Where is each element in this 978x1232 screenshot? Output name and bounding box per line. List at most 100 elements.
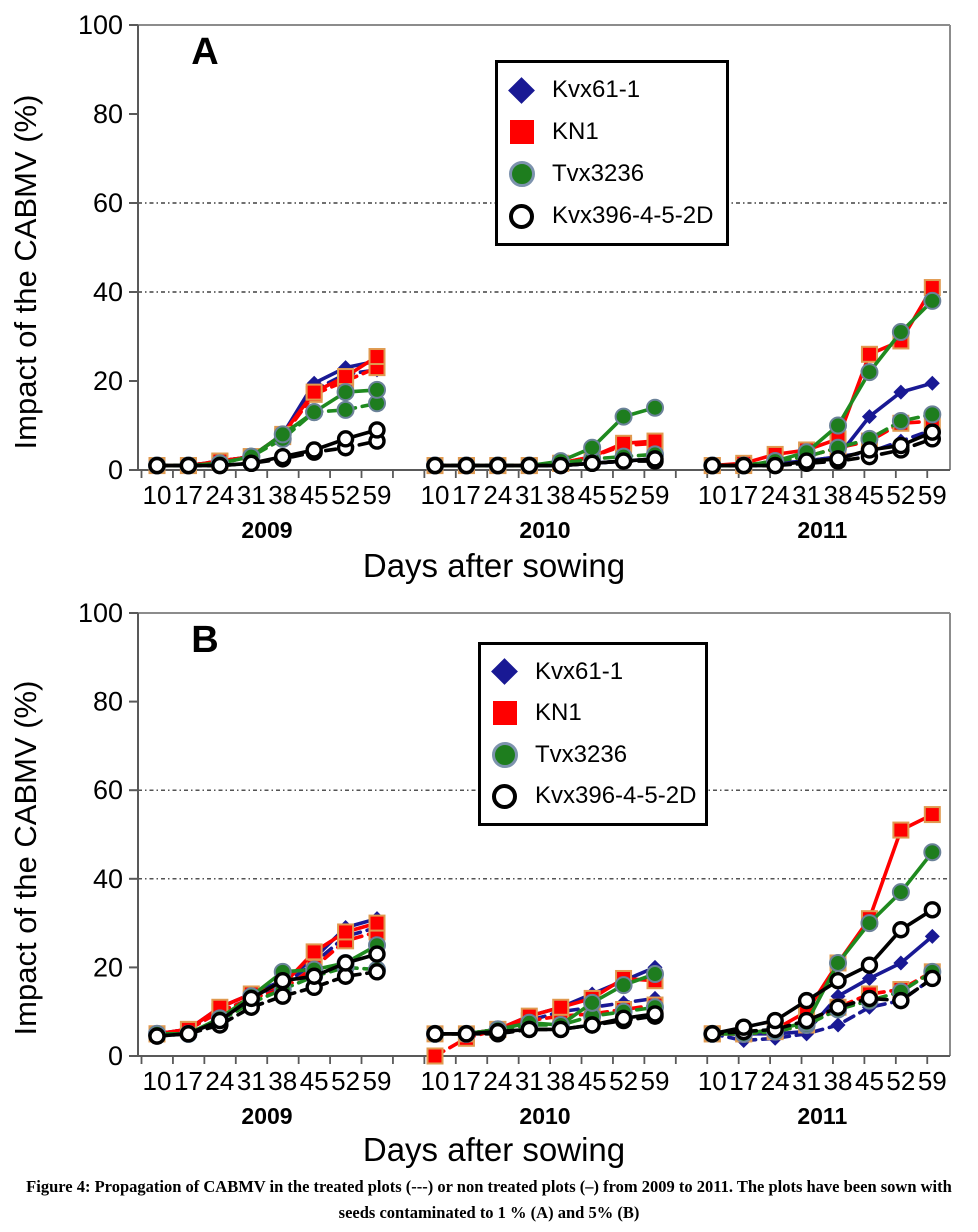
y-tick-label: 20 (93, 952, 123, 982)
legend-item-Kvx396-4-5-2D: Kvx396-4-5-2D (491, 776, 697, 818)
data-point-open-circle (923, 423, 942, 441)
square-icon (508, 120, 535, 144)
legend-item-Tvx3236: Tvx3236 (491, 734, 695, 776)
data-point-diamond (830, 1017, 846, 1033)
legend-item-Kvx61-1: Kvx61-1 (491, 651, 695, 693)
data-point-open-circle (457, 1025, 476, 1043)
data-point-square (860, 345, 878, 363)
data-point-open-circle (860, 441, 879, 459)
x-tick-label: 31 (792, 480, 821, 510)
data-point-open-circle (766, 1011, 784, 1030)
data-point-open-circle (242, 454, 260, 473)
legend-label: KN1 (552, 118, 599, 145)
data-point-open-circle (368, 945, 386, 963)
legend-item-KN1: KN1 (508, 111, 716, 153)
data-point-open-circle (614, 452, 633, 470)
x-tick-label: 45 (855, 480, 884, 510)
panel-label-a: A (191, 31, 218, 73)
x-tick-label: 38 (268, 1066, 297, 1096)
data-point-open-circle (305, 441, 323, 459)
x-tick-label: 45 (855, 1066, 884, 1096)
x-tick-label: 45 (578, 480, 607, 510)
data-point-diamond (924, 375, 940, 391)
x-tick-label: 59 (363, 480, 392, 510)
data-point-open-circle (274, 971, 292, 990)
data-point-open-circle (148, 1027, 166, 1045)
data-point-circle (368, 380, 387, 399)
data-point-diamond (893, 384, 909, 400)
x-tick-label: 52 (609, 480, 638, 510)
data-point-circle (891, 412, 910, 431)
x-tick-label: 24 (483, 480, 512, 510)
legend-label: Kvx396-4-5-2D (535, 782, 697, 810)
year-label: 2011 (797, 517, 847, 543)
data-point-open-circle (583, 1016, 601, 1034)
data-point-open-circle (892, 436, 910, 455)
x-tick-label: 52 (886, 1066, 915, 1096)
data-point-open-circle (368, 421, 386, 439)
legend-label: KN1 (535, 699, 582, 727)
legend-panel-a: Kvx61-1 KN1 Tvx3236 Kvx396-4-5-2D (495, 60, 729, 246)
data-point-circle (336, 400, 355, 419)
x-tick-label: 31 (515, 1066, 544, 1096)
data-point-open-circle (829, 971, 847, 990)
x-tick-label: 31 (237, 1066, 266, 1096)
data-point-open-circle (703, 1025, 721, 1043)
data-point-square (305, 383, 323, 401)
caption-line1: Figure 4: Propagation of CABMV in the tr… (26, 1177, 952, 1196)
x-tick-label: 24 (761, 1066, 790, 1096)
data-point-open-circle (923, 901, 942, 919)
data-point-diamond (924, 928, 940, 944)
x-tick-label: 10 (143, 480, 172, 510)
circle-swatch (491, 741, 518, 768)
y-tick-label: 40 (93, 277, 123, 307)
data-point-circle (646, 965, 665, 984)
circle-icon (491, 741, 518, 768)
data-point-circle (923, 843, 942, 862)
diamond-swatch (491, 658, 518, 686)
data-point-open-circle (520, 456, 538, 475)
x-tick-label: 10 (698, 480, 727, 510)
year-label: 2009 (241, 1103, 292, 1129)
y-tick-label: 0 (108, 1041, 123, 1071)
legend-item-Tvx3236: Tvx3236 (508, 153, 716, 195)
data-point-square (337, 923, 355, 941)
x-tick-label: 10 (421, 480, 450, 510)
open-circle-swatch (492, 783, 517, 809)
x-tick-label: 10 (421, 1066, 450, 1096)
open-circle-swatch (509, 203, 534, 229)
year-label: 2009 (241, 517, 292, 543)
x-tick-label: 45 (300, 1066, 329, 1096)
figure-caption: Figure 4: Propagation of CABMV in the tr… (0, 1174, 978, 1227)
x-tick-label: 52 (331, 1066, 360, 1096)
data-point-open-circle (368, 963, 386, 981)
data-point-circle (891, 883, 910, 902)
data-point-open-circle (797, 1011, 816, 1030)
circle-icon (508, 161, 535, 187)
data-point-open-circle (892, 921, 910, 939)
data-point-open-circle (552, 1020, 570, 1039)
x-tick-label: 38 (268, 480, 297, 510)
square-swatch (492, 701, 517, 726)
data-point-open-circle (274, 447, 292, 466)
data-point-square (337, 368, 355, 386)
x-tick-label: 38 (546, 1066, 575, 1096)
data-point-open-circle (860, 956, 879, 974)
data-point-circle (829, 416, 848, 435)
legend-panel-b: Kvx61-1 KN1 Tvx3236 Kvx396-4-5-2D (478, 642, 708, 826)
square-swatch (509, 120, 534, 144)
circle-swatch (508, 161, 535, 187)
data-point-open-circle (797, 991, 816, 1010)
data-point-circle (614, 407, 633, 426)
x-tick-label: 24 (761, 480, 790, 510)
x-tick-label: 17 (452, 1066, 481, 1096)
x-axis-title-b: Days after sowing (363, 1131, 625, 1168)
x-tick-label: 59 (641, 1066, 670, 1096)
data-point-circle (923, 405, 942, 424)
x-tick-label: 38 (824, 1066, 853, 1096)
data-point-open-circle (211, 456, 229, 475)
year-label: 2010 (519, 517, 570, 543)
y-tick-label: 60 (93, 775, 123, 805)
data-point-open-circle (766, 456, 784, 475)
data-point-square (552, 998, 570, 1016)
